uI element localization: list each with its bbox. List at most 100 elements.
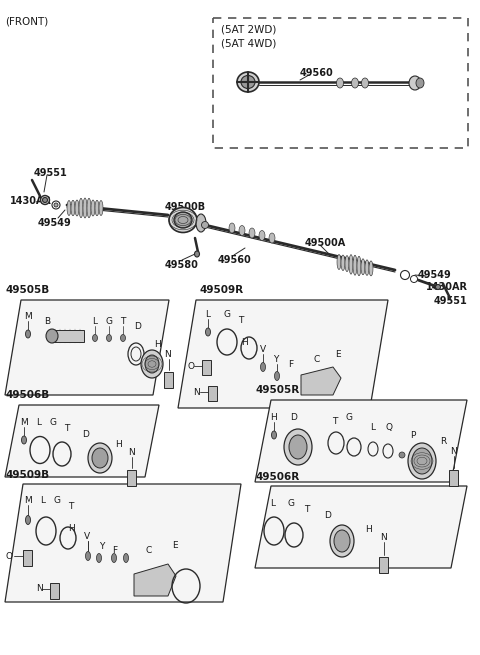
Text: N: N [193, 388, 200, 397]
Ellipse shape [52, 201, 60, 209]
Ellipse shape [365, 260, 369, 275]
Text: 49549: 49549 [38, 218, 72, 228]
Ellipse shape [205, 328, 211, 336]
Ellipse shape [67, 200, 71, 215]
Ellipse shape [174, 212, 192, 228]
Ellipse shape [96, 553, 101, 563]
Text: H: H [365, 525, 372, 534]
Text: E: E [172, 541, 178, 550]
Ellipse shape [87, 198, 91, 217]
Polygon shape [255, 400, 467, 482]
Text: V: V [260, 345, 266, 354]
Text: B: B [44, 317, 50, 326]
Text: D: D [134, 322, 141, 331]
Ellipse shape [54, 203, 58, 207]
Text: 1430AR: 1430AR [10, 196, 52, 206]
Ellipse shape [239, 225, 245, 236]
Text: P: P [410, 431, 415, 440]
Text: Q: Q [386, 423, 393, 432]
Text: 49509R: 49509R [200, 285, 244, 295]
Bar [23, 550, 32, 566]
Ellipse shape [400, 271, 409, 280]
Text: D: D [324, 511, 331, 520]
Text: N: N [164, 350, 171, 359]
Ellipse shape [259, 231, 265, 240]
Ellipse shape [141, 350, 163, 378]
Ellipse shape [412, 448, 432, 474]
Text: C: C [146, 546, 152, 555]
Ellipse shape [40, 195, 49, 204]
Text: (5AT 4WD): (5AT 4WD) [221, 38, 276, 48]
Ellipse shape [357, 256, 361, 276]
Text: N: N [128, 448, 135, 457]
Text: T: T [332, 417, 337, 426]
Ellipse shape [261, 362, 265, 371]
Text: N: N [380, 533, 387, 542]
Bar [202, 360, 211, 375]
Ellipse shape [95, 200, 99, 215]
Ellipse shape [399, 452, 405, 458]
Bar [52, 330, 84, 342]
Text: 49551: 49551 [434, 296, 468, 306]
Text: L: L [40, 496, 45, 505]
Text: 49549: 49549 [418, 270, 452, 280]
Text: 49505R: 49505R [255, 385, 299, 395]
Text: G: G [50, 418, 57, 427]
Ellipse shape [92, 448, 108, 468]
Text: L: L [370, 423, 375, 432]
Ellipse shape [351, 78, 359, 88]
Text: O: O [6, 552, 13, 561]
Ellipse shape [410, 276, 418, 282]
Text: F: F [288, 360, 293, 369]
Text: D: D [82, 430, 89, 439]
Ellipse shape [202, 221, 208, 229]
Ellipse shape [353, 255, 357, 275]
Ellipse shape [111, 553, 117, 563]
Text: M: M [20, 418, 28, 427]
Text: 49506B: 49506B [5, 390, 49, 400]
Text: 49560: 49560 [218, 255, 252, 265]
Ellipse shape [349, 255, 353, 274]
Ellipse shape [435, 284, 441, 290]
Ellipse shape [361, 259, 365, 275]
Ellipse shape [336, 78, 344, 88]
Text: 49560: 49560 [300, 68, 334, 78]
Ellipse shape [123, 553, 129, 563]
Text: R: R [440, 437, 446, 446]
Text: O: O [187, 362, 194, 371]
Ellipse shape [289, 435, 307, 459]
Text: T: T [120, 317, 125, 326]
Text: (5AT 2WD): (5AT 2WD) [221, 24, 276, 34]
Ellipse shape [85, 552, 91, 561]
Text: 49551: 49551 [34, 168, 68, 178]
Ellipse shape [75, 200, 79, 216]
Ellipse shape [93, 335, 97, 341]
Text: G: G [288, 499, 295, 508]
Ellipse shape [241, 75, 255, 88]
Text: F: F [112, 546, 117, 555]
Bar [50, 583, 59, 599]
Bar [208, 386, 217, 401]
Text: (FRONT): (FRONT) [5, 16, 48, 26]
Ellipse shape [71, 200, 75, 215]
Text: 49580: 49580 [165, 260, 199, 270]
Bar [379, 557, 388, 573]
Polygon shape [5, 405, 159, 477]
Text: N: N [450, 447, 457, 456]
Text: M: M [24, 312, 32, 321]
Text: H: H [270, 413, 277, 422]
Text: 49506R: 49506R [255, 472, 299, 482]
Ellipse shape [46, 329, 58, 343]
Text: G: G [106, 317, 113, 326]
Ellipse shape [194, 251, 200, 257]
Text: T: T [304, 505, 310, 514]
Text: G: G [346, 413, 353, 422]
Text: D: D [290, 413, 297, 422]
Text: G: G [223, 310, 230, 319]
Text: T: T [64, 424, 70, 433]
Text: 1430AR: 1430AR [426, 282, 468, 292]
Ellipse shape [369, 261, 373, 276]
Ellipse shape [409, 76, 421, 90]
Text: 49509B: 49509B [5, 470, 49, 480]
Text: V: V [84, 532, 90, 541]
